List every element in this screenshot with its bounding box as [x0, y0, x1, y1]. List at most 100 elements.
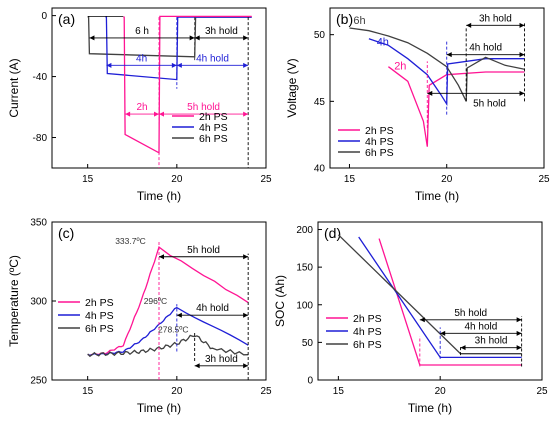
y-axis-label: Voltage (V): [285, 58, 299, 117]
legend-entry: 4h PS: [365, 136, 394, 148]
y-tick-label: 100: [296, 300, 313, 311]
y-tick-label: -80: [33, 133, 48, 144]
arrow-head-left: [194, 363, 200, 369]
x-axis-label: Time (h): [137, 189, 181, 203]
annotation-3h-hold: 3h hold: [205, 354, 238, 365]
y-tick-label: 350: [30, 218, 47, 229]
panel-label: (a): [58, 11, 75, 27]
arrow-head-left: [440, 330, 446, 336]
arrow-head-left: [194, 35, 200, 41]
y-tick-label: 250: [30, 376, 47, 387]
y-tick-label: 0: [41, 11, 47, 22]
arrow-head-left: [427, 90, 433, 96]
legend-entry: 2h PS: [365, 125, 394, 137]
panel-c: (c) 15 20 25 250 300 350 Time (h) Temperature (º…: [7, 218, 272, 416]
arrow-head-right: [243, 111, 249, 117]
arrow-head-right: [243, 35, 249, 41]
legend-entry: 6h PS: [353, 339, 382, 351]
series-2h-line: [388, 66, 525, 147]
peak-label-2h: 333.7ºC: [115, 236, 146, 246]
annotation-6h: 6 h: [135, 26, 149, 37]
x-tick-label: 25: [536, 386, 548, 397]
series-6h-line: [87, 16, 252, 58]
arrow-head-right: [519, 22, 525, 28]
x-tick-label: 20: [171, 174, 183, 185]
curve-label-4h: 4h: [377, 36, 389, 48]
panel-label: (c): [58, 225, 74, 241]
x-tick-label: 15: [82, 174, 94, 185]
annotation-4h-hold: 4h hold: [196, 303, 229, 314]
legend-entry: 4h PS: [353, 326, 382, 338]
panel-label: (b): [336, 11, 353, 27]
y-tick-label: 40: [314, 164, 326, 175]
arrow-head-right: [519, 90, 525, 96]
series-2h-line: [123, 15, 252, 154]
arrow-head-right: [154, 111, 159, 117]
x-axis-label: Time (h): [415, 189, 459, 203]
x-tick-label: 25: [538, 174, 550, 185]
curve-label-6h: 6h: [353, 15, 365, 27]
arrow-head-left: [446, 52, 452, 58]
arrow-head-right: [243, 363, 249, 369]
y-axis-label: Current (A): [7, 58, 21, 117]
arrow-head-left: [419, 317, 425, 323]
legend-entry: 6h PS: [85, 323, 114, 335]
arrow-head-left: [176, 62, 182, 68]
x-tick-label: 20: [171, 386, 183, 397]
arrow-head-right: [171, 62, 177, 68]
annotation-3h-hold: 3h hold: [479, 13, 512, 24]
arrow-head-right: [516, 330, 522, 336]
x-tick-label: 20: [441, 174, 453, 185]
legend-entry: 6h PS: [199, 133, 228, 145]
x-axis-label: Time (h): [408, 401, 452, 415]
series-6h-line: [349, 27, 525, 102]
legend-entry: 4h PS: [199, 122, 228, 134]
series-4h-line: [105, 16, 252, 81]
arrow-head-right: [189, 35, 195, 41]
panel-d: (d) 15 20 25 0 50 100 150 200 Time (h) SOC (Ah) 5h …: [273, 221, 548, 415]
annotation-4h-hold: 4h hold: [469, 43, 502, 54]
peak-label-4h: 296ºC: [144, 296, 167, 306]
arrow-head-left: [159, 254, 164, 260]
panel-label: (d): [324, 225, 341, 241]
y-axis-label: Temperature (ºC): [7, 255, 21, 347]
peak-label-6h: 278.5ºC: [158, 325, 189, 335]
annotation-3h-hold: 3h hold: [205, 26, 238, 37]
arrow-head-left: [159, 111, 164, 117]
annotation-5h-hold: 5h hold: [454, 308, 487, 319]
y-tick-label: 200: [296, 225, 313, 236]
panel-b: (b) 15 20 25 40 45 50 Time (h) Voltage (V) 3h hol…: [285, 7, 550, 203]
plot-frame: [317, 221, 543, 381]
annotation-4h: 4h: [136, 53, 147, 64]
annotation-5h-hold: 5h hold: [473, 98, 506, 109]
x-tick-label: 15: [82, 386, 94, 397]
y-tick-label: 45: [314, 97, 326, 108]
x-tick-label: 25: [260, 174, 272, 185]
y-tick-label: 50: [302, 338, 314, 349]
legend-entry: 2h PS: [199, 111, 228, 123]
annotation-3h-hold: 3h hold: [475, 336, 508, 347]
legend-entry: 2h PS: [85, 297, 114, 309]
x-tick-label: 25: [260, 386, 272, 397]
y-axis-label: SOC (Ah): [273, 275, 287, 327]
arrow-head-right: [243, 62, 249, 68]
panel-a: (a) 15 20 25 0 -40 -80 Time (h) Current (A) 6 h 3h…: [7, 7, 272, 203]
plot-frame: [329, 7, 545, 169]
series-6h-line: [87, 334, 249, 358]
y-tick-label: 0: [307, 376, 313, 387]
arrow-head-left: [176, 312, 182, 318]
x-tick-label: 15: [344, 174, 356, 185]
annotation-5h-hold: 5h hold: [187, 102, 220, 113]
arrow-head-left: [460, 345, 466, 351]
arrow-head-right: [243, 254, 249, 260]
annotation-4h-hold: 4h hold: [196, 53, 229, 64]
arrow-head-left: [106, 62, 112, 68]
arrow-head-right: [519, 52, 525, 58]
arrow-head-right: [516, 317, 522, 323]
annotation-5h-hold: 5h hold: [187, 245, 220, 256]
x-axis-label: Time (h): [137, 401, 181, 415]
series-4h-line: [368, 38, 525, 107]
arrow-head-left: [125, 111, 131, 117]
curve-label-2h: 2h: [394, 60, 406, 72]
